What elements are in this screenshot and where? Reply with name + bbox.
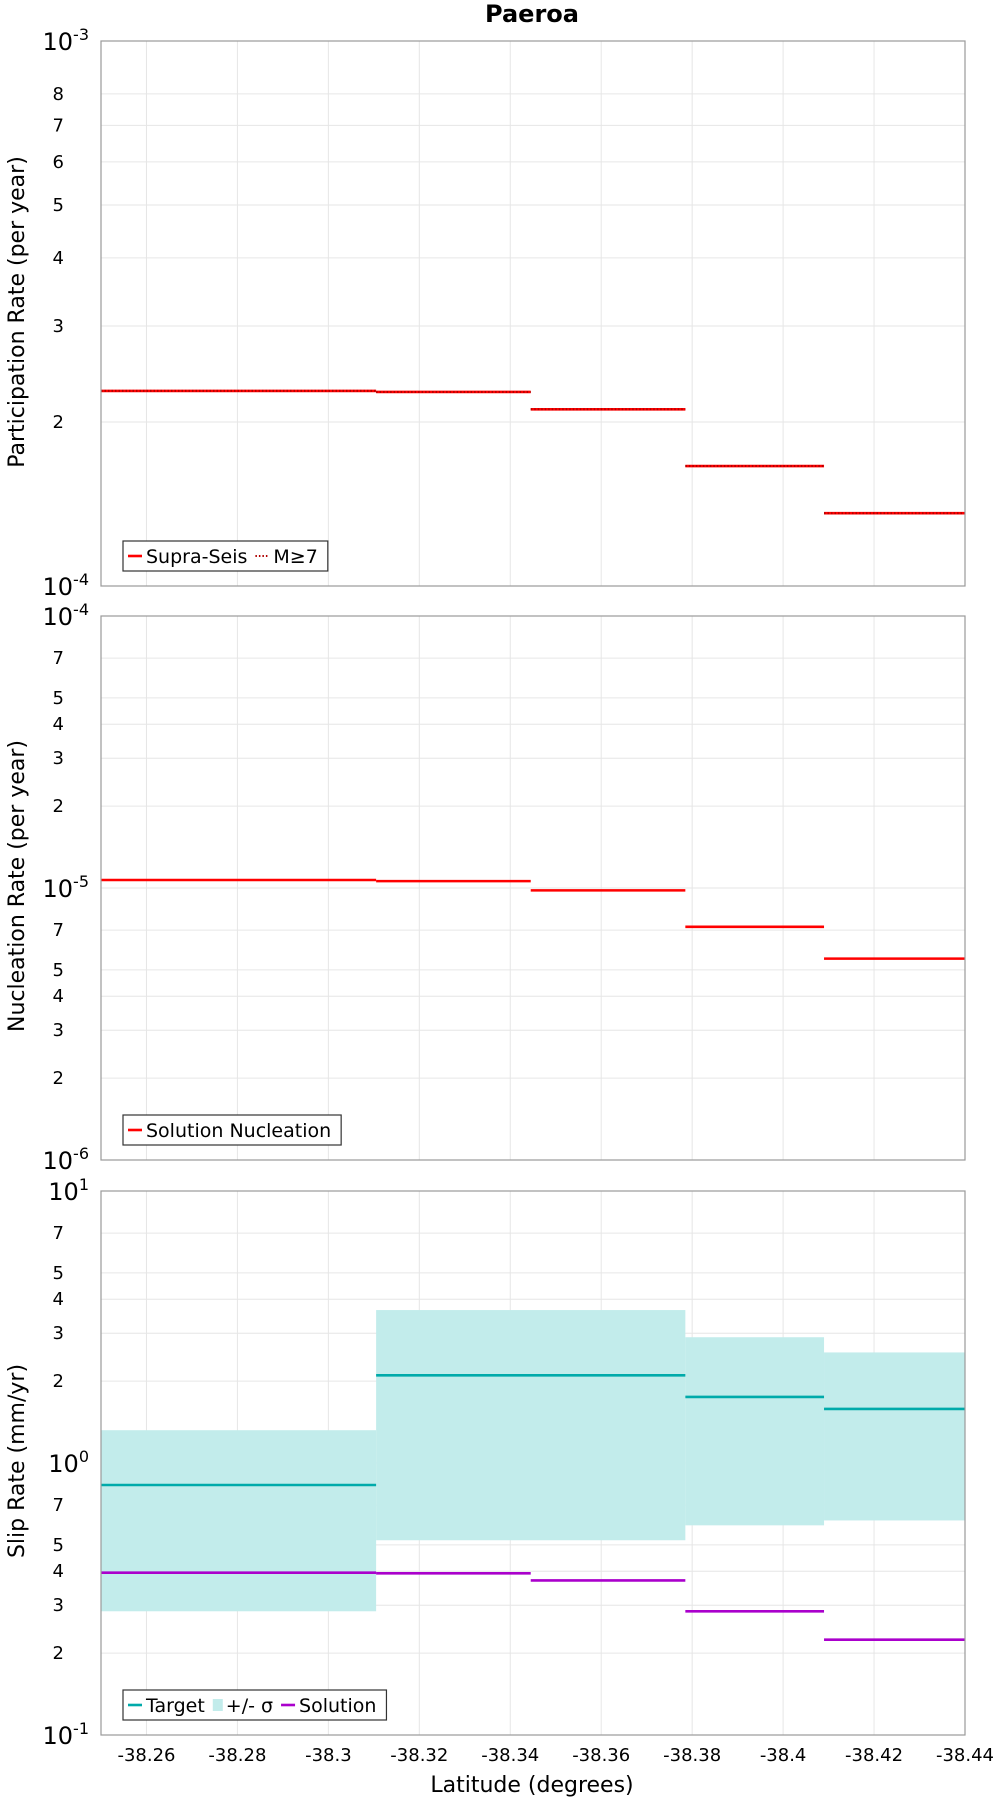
legend-item: Solution [281,1695,376,1717]
x-tick-label: -38.38 [663,1745,721,1766]
x-tick-label: -38.28 [208,1745,266,1766]
y-tick-label: 2 [53,1068,64,1089]
legend: Supra-Seis M≥7 [122,540,329,572]
legend-item: +/- σ [212,1695,273,1717]
y-tick-label: 4 [53,248,64,269]
y-tick-label: 4 [53,986,64,1007]
legend-label: Supra-Seis [146,546,247,568]
y-axis-label: Slip Rate (mm/yr) [5,1364,30,1558]
x-tick-label: -38.44 [936,1745,994,1766]
plot-frame [100,1190,966,1736]
y-tick-label: 3 [53,1323,64,1344]
legend-item: Solution Nucleation [128,1120,331,1142]
y-tick-label: 7 [53,115,64,136]
y-tick-label: 5 [53,1535,64,1556]
legend-label: Solution Nucleation [146,1120,331,1142]
y-tick-label: 6 [53,152,64,173]
panel-slip-rate: Slip Rate (mm/yr) 10-1 100 101 2 3 4 5 7 2 3 4 5 7 Ta… [5,1175,966,1750]
legend-item: Target [128,1695,205,1717]
uncertainty-band [824,1352,965,1521]
legend-label: Target [145,1695,205,1717]
legend-label: +/- σ [226,1695,273,1717]
y-tick-label: 5 [53,195,64,216]
y-tick-label: 100 [48,1447,89,1478]
legend-label: Solution [299,1695,376,1717]
y-tick-label: 101 [48,1175,89,1206]
y-tick-label: 7 [53,1495,64,1516]
x-tick-label: -38.3 [305,1745,352,1766]
y-tick-label: 10-6 [43,1144,90,1175]
x-axis-label: Latitude (degrees) [430,1773,633,1798]
legend-frame [122,540,329,572]
x-tick-label: -38.32 [390,1745,448,1766]
plot-frame [100,40,966,587]
y-tick-label: 2 [53,1643,64,1664]
y-tick-label: 2 [53,796,64,817]
legend-label: M≥7 [273,546,317,568]
y-tick-label: 10-4 [43,600,90,631]
uncertainty-band [101,1430,377,1612]
y-tick-label: 5 [53,960,64,981]
y-tick-label: 10-5 [43,872,90,903]
legend-swatch [212,1699,223,1711]
x-tick-label: -38.42 [845,1745,903,1766]
y-tick-label: 10-3 [43,25,90,56]
uncertainty-band [685,1337,825,1526]
y-tick-label: 3 [53,1020,64,1041]
y-tick-label: 3 [53,316,64,337]
y-axis-label: Nucleation Rate (per year) [5,740,30,1032]
y-tick-label: 4 [53,1561,64,1582]
y-tick-label: 3 [53,748,64,769]
legend-item: Supra-Seis [128,546,247,568]
x-tick-label: -38.26 [117,1745,175,1766]
x-tick-label: -38.34 [481,1745,539,1766]
panel-nucleation: Nucleation Rate (per year) 10-6 10-5 10-4 2… [5,600,966,1175]
uncertainty-band [376,1310,686,1541]
plot-frame [100,615,966,1161]
legend-frame [122,1114,342,1146]
chart-title: Paeroa [485,0,579,28]
y-tick-label: 7 [53,648,64,669]
legend-item: M≥7 [255,546,318,568]
panel-participation: Participation Rate (per year) 10-4 10-3 2 3… [5,25,966,601]
y-tick-label: 4 [53,714,64,735]
y-axis-label: Participation Rate (per year) [5,156,30,468]
y-tick-label: 5 [53,688,64,709]
y-tick-label: 8 [53,84,64,105]
x-tick-label: -38.36 [572,1745,630,1766]
y-tick-label: 3 [53,1595,64,1616]
legend: Target +/- σ Solution [122,1689,388,1721]
x-tick-label: -38.4 [760,1745,807,1766]
legend-frame [122,1689,388,1721]
y-tick-label: 2 [53,412,64,433]
y-tick-label: 7 [53,1223,64,1244]
y-tick-label: 10-4 [43,570,90,601]
y-tick-label: 2 [53,1371,64,1392]
y-tick-label: 4 [53,1289,64,1310]
y-tick-label: 10-1 [43,1719,90,1750]
y-tick-label: 7 [53,920,64,941]
legend: Solution Nucleation [122,1114,342,1146]
y-tick-label: 5 [53,1263,64,1284]
